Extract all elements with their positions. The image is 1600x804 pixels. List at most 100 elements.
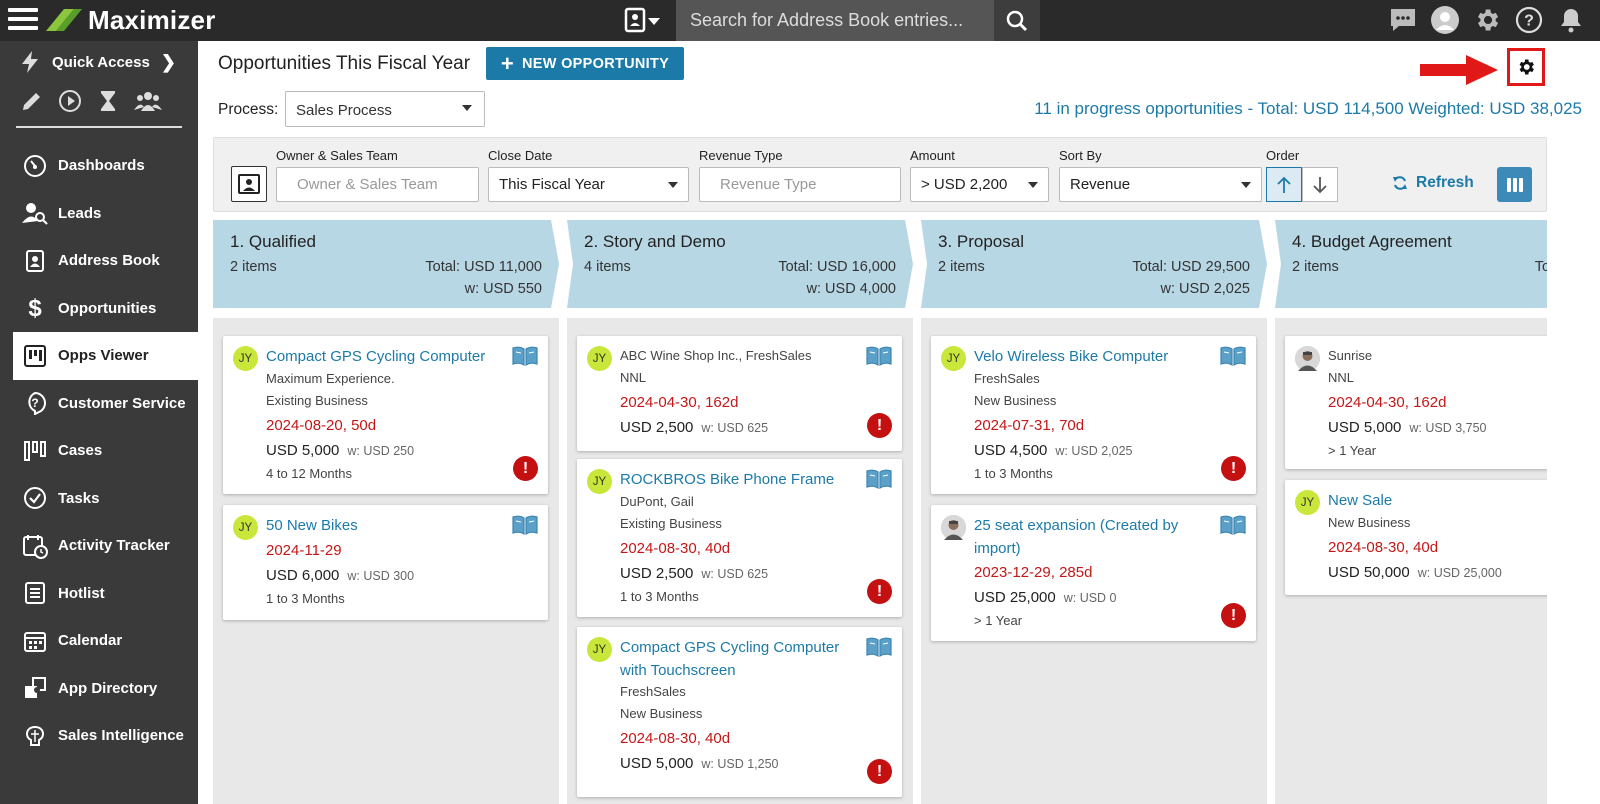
opportunity-card[interactable]: JY ABC Wine Shop Inc., FreshSales NNL 2024-… bbox=[577, 336, 902, 451]
weighted-amount: w: USD 0 bbox=[1063, 591, 1117, 605]
leads-icon bbox=[22, 201, 48, 225]
hamburger-menu-icon[interactable] bbox=[8, 8, 38, 34]
sidebar-item-app-directory[interactable]: App Directory bbox=[0, 665, 198, 713]
stage-name: 1. Qualified bbox=[230, 232, 316, 251]
process-select[interactable]: Sales Process bbox=[285, 91, 485, 127]
sidebar-item-leads[interactable]: Leads bbox=[0, 190, 198, 238]
plus-icon: + bbox=[500, 50, 515, 76]
sidebar-item-label: Address Book bbox=[58, 252, 160, 270]
hourglass-icon[interactable] bbox=[96, 89, 120, 118]
stage-column: 4. Budget Agreement 2 items Total: USD w: U… bbox=[1275, 220, 1547, 804]
stage-count: 2 items bbox=[230, 259, 277, 275]
alert-icon[interactable]: ! bbox=[867, 413, 892, 438]
stage-header[interactable]: 1. Qualified 2 items Total: USD 11,000 w: U… bbox=[213, 220, 559, 308]
opportunity-term: > 1 Year bbox=[974, 613, 1023, 628]
opportunity-card[interactable]: JY 50 New Bikes 2024-11-29 USD 6,000 w: USD … bbox=[223, 505, 548, 620]
pencil-icon[interactable] bbox=[20, 89, 44, 118]
book-icon[interactable] bbox=[865, 345, 893, 372]
book-icon[interactable] bbox=[865, 468, 893, 495]
chat-icon[interactable] bbox=[1388, 5, 1418, 35]
sidebar-item-address-book[interactable]: Address Book bbox=[0, 237, 198, 285]
opportunity-card[interactable]: JY Compact GPS Cycling Computer with Touc… bbox=[577, 627, 902, 797]
opportunity-subtext: Existing Business bbox=[266, 392, 368, 408]
sort-descending-button[interactable] bbox=[1302, 167, 1338, 202]
close-date-select[interactable]: This Fiscal Year bbox=[488, 167, 689, 202]
opportunity-card[interactable]: JY Compact GPS Cycling Computer Maximum Ex… bbox=[223, 336, 548, 494]
opportunity-title[interactable]: New Sale bbox=[1328, 492, 1393, 509]
team-icon[interactable] bbox=[134, 89, 162, 118]
column-view-button[interactable] bbox=[1497, 167, 1532, 202]
alert-icon[interactable]: ! bbox=[867, 759, 892, 784]
sidebar-item-label: Cases bbox=[58, 442, 103, 460]
calendar-icon bbox=[22, 629, 48, 653]
book-icon[interactable] bbox=[865, 636, 893, 663]
opportunity-card[interactable]: 25 seat expansion (Created by import) 202… bbox=[931, 505, 1256, 641]
opportunity-title[interactable]: 50 New Bikes bbox=[266, 517, 358, 534]
stage-header[interactable]: 2. Story and Demo 4 items Total: USD 16,00… bbox=[567, 220, 913, 308]
sidebar-item-tasks[interactable]: Tasks bbox=[0, 475, 198, 523]
opportunity-title[interactable]: Compact GPS Cycling Computer bbox=[266, 348, 486, 365]
sidebar-item-customer-service[interactable]: ? Customer Service bbox=[0, 380, 198, 428]
opportunity-card[interactable]: JY ROCKBROS Bike Phone Frame DuPont, Gail E… bbox=[577, 459, 902, 617]
opportunity-title[interactable]: Velo Wireless Bike Computer bbox=[974, 348, 1169, 365]
address-book-icon bbox=[22, 249, 48, 273]
revenue-type-input[interactable]: Revenue Type bbox=[699, 167, 901, 202]
sort-by-select[interactable]: Revenue bbox=[1059, 167, 1262, 202]
sidebar-item-opps-viewer[interactable]: Opps Viewer bbox=[13, 332, 198, 380]
sidebar-item-sales-intelligence[interactable]: Sales Intelligence bbox=[0, 712, 198, 760]
sidebar-item-calendar[interactable]: Calendar bbox=[0, 617, 198, 665]
stage-name: 2. Story and Demo bbox=[584, 232, 726, 251]
alert-icon[interactable]: ! bbox=[867, 579, 892, 604]
logo[interactable]: Maximizer bbox=[46, 3, 216, 37]
opportunity-title[interactable]: 25 seat expansion (Created by import) bbox=[974, 517, 1179, 557]
close-date: 2023-12-29, 285d bbox=[974, 564, 1093, 581]
sidebar: Quick Access ❯ Dashboards Leads Address Bo… bbox=[0, 41, 198, 804]
sort-ascending-button[interactable] bbox=[1266, 167, 1302, 202]
contact-card-icon[interactable] bbox=[231, 166, 267, 202]
amount-select[interactable]: > USD 2,200 bbox=[910, 167, 1049, 202]
notifications-bell-icon[interactable] bbox=[1556, 5, 1586, 35]
close-date: 2024-04-30, 162d bbox=[620, 394, 739, 411]
quick-access[interactable]: Quick Access ❯ bbox=[0, 41, 198, 83]
new-opportunity-button[interactable]: + NEW OPPORTUNITY bbox=[486, 47, 684, 80]
dashboard-icon bbox=[22, 154, 48, 178]
search-button[interactable] bbox=[994, 0, 1040, 41]
alert-icon[interactable]: ! bbox=[1221, 456, 1246, 481]
alert-icon[interactable]: ! bbox=[513, 456, 538, 481]
play-icon[interactable] bbox=[58, 89, 82, 118]
sidebar-item-label: Hotlist bbox=[58, 584, 105, 602]
customer-service-icon: ? bbox=[22, 391, 48, 416]
opportunity-term: 4 to 12 Months bbox=[266, 465, 352, 481]
sidebar-item-dashboards[interactable]: Dashboards bbox=[0, 142, 198, 190]
red-arrow-icon bbox=[1420, 55, 1498, 85]
sidebar-item-activity-tracker[interactable]: Activity Tracker bbox=[0, 522, 198, 570]
user-avatar-icon[interactable] bbox=[1430, 5, 1460, 35]
sidebar-item-hotlist[interactable]: Hotlist bbox=[0, 570, 198, 618]
book-icon[interactable] bbox=[1219, 514, 1247, 541]
weighted-amount: w: USD 1,250 bbox=[701, 757, 779, 771]
alert-icon[interactable]: ! bbox=[1221, 603, 1246, 628]
opportunity-title[interactable]: ROCKBROS Bike Phone Frame bbox=[620, 471, 835, 488]
refresh-button[interactable]: Refresh bbox=[1392, 174, 1474, 192]
search-type-dropdown[interactable] bbox=[624, 6, 666, 36]
book-icon[interactable] bbox=[511, 345, 539, 372]
search-input[interactable] bbox=[676, 0, 994, 41]
stage-header[interactable]: 3. Proposal 2 items Total: USD 29,500 w: US… bbox=[921, 220, 1267, 308]
opportunity-subtext: NNL bbox=[1328, 370, 1355, 385]
book-icon[interactable] bbox=[1219, 345, 1247, 372]
opportunity-card[interactable]: Sunrise NNL 2024-04-30, 162d USD 5,000 w: US… bbox=[1285, 336, 1547, 469]
opportunity-card[interactable]: JY Velo Wireless Bike Computer FreshSales N… bbox=[931, 336, 1256, 494]
sidebar-item-opportunities[interactable]: $ Opportunities bbox=[0, 285, 198, 333]
board-settings-button[interactable] bbox=[1507, 48, 1545, 86]
book-icon[interactable] bbox=[511, 514, 539, 541]
owner-filter-input[interactable]: Owner & Sales Team bbox=[276, 167, 479, 202]
settings-gear-icon[interactable] bbox=[1472, 5, 1502, 35]
stage-total: Total: USD 16,000 bbox=[778, 259, 896, 275]
opportunity-card[interactable]: JY New Sale New Business 2024-08-30, 40d USD… bbox=[1285, 480, 1547, 595]
help-icon[interactable]: ? bbox=[1514, 5, 1544, 35]
sidebar-item-cases[interactable]: Cases bbox=[0, 427, 198, 475]
opportunity-title[interactable]: Compact GPS Cycling Computer with Touchs… bbox=[620, 639, 840, 679]
stage-count: 2 items bbox=[938, 259, 985, 275]
svg-text:?: ? bbox=[31, 396, 38, 410]
